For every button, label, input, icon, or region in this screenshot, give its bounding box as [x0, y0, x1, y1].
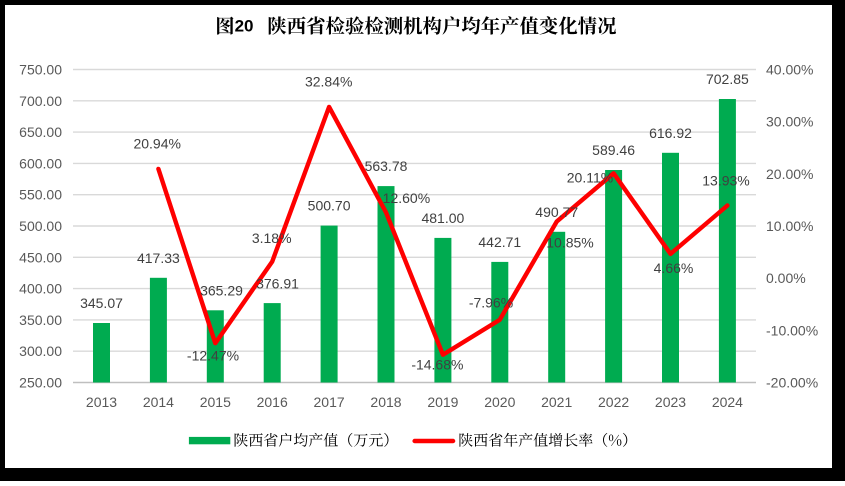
svg-text:300.00: 300.00 [19, 343, 62, 359]
svg-text:12.60%: 12.60% [383, 190, 430, 206]
svg-text:0.00%: 0.00% [766, 270, 806, 286]
svg-text:3.18%: 3.18% [252, 230, 292, 246]
svg-text:32.84%: 32.84% [305, 73, 352, 89]
svg-text:616.92: 616.92 [649, 125, 692, 141]
svg-text:481.00: 481.00 [421, 210, 464, 226]
svg-text:30.00%: 30.00% [766, 114, 813, 130]
svg-text:13.93%: 13.93% [702, 173, 749, 189]
svg-text:-10.00%: -10.00% [766, 322, 818, 338]
svg-text:20.94%: 20.94% [133, 136, 180, 152]
svg-text:-20.00%: -20.00% [766, 375, 818, 391]
svg-text:600.00: 600.00 [19, 155, 62, 171]
svg-text:2014: 2014 [143, 394, 174, 410]
svg-text:500.70: 500.70 [308, 198, 351, 214]
svg-text:40.00%: 40.00% [766, 62, 813, 78]
svg-text:2023: 2023 [655, 394, 686, 410]
svg-text:2016: 2016 [257, 394, 288, 410]
svg-text:490.77: 490.77 [535, 204, 578, 220]
svg-text:550.00: 550.00 [19, 187, 62, 203]
svg-text:345.07: 345.07 [80, 295, 123, 311]
svg-text:20: 20 [235, 16, 254, 35]
svg-text:2020: 2020 [484, 394, 515, 410]
svg-text:442.71: 442.71 [478, 234, 521, 250]
svg-text:10.00%: 10.00% [766, 218, 813, 234]
svg-text:650.00: 650.00 [19, 124, 62, 140]
svg-text:-12.47%: -12.47% [187, 348, 239, 364]
svg-text:2015: 2015 [200, 394, 231, 410]
svg-text:500.00: 500.00 [19, 218, 62, 234]
svg-text:2017: 2017 [314, 394, 345, 410]
svg-text:4.66%: 4.66% [654, 260, 694, 276]
svg-text:2018: 2018 [370, 394, 401, 410]
svg-text:702.85: 702.85 [706, 71, 749, 87]
svg-text:-7.96%: -7.96% [469, 295, 513, 311]
svg-text:400.00: 400.00 [19, 281, 62, 297]
svg-text:2021: 2021 [541, 394, 572, 410]
svg-text:250.00: 250.00 [19, 375, 62, 391]
svg-text:20.11%: 20.11% [567, 170, 613, 186]
svg-text:350.00: 350.00 [19, 312, 62, 328]
svg-text:2013: 2013 [86, 394, 117, 410]
svg-text:365.29: 365.29 [200, 282, 243, 298]
svg-text:750.00: 750.00 [19, 62, 62, 78]
svg-text:2022: 2022 [598, 394, 629, 410]
svg-text:20.00%: 20.00% [766, 166, 813, 182]
svg-text:417.33: 417.33 [137, 250, 180, 266]
svg-text:700.00: 700.00 [19, 93, 62, 109]
svg-text:450.00: 450.00 [19, 249, 62, 265]
svg-text:2019: 2019 [427, 394, 458, 410]
svg-text:589.46: 589.46 [592, 142, 635, 158]
svg-text:-14.68%: -14.68% [411, 356, 463, 372]
svg-text:10.85%: 10.85% [546, 234, 593, 250]
svg-text:376.91: 376.91 [256, 276, 299, 292]
svg-text:563.78: 563.78 [365, 158, 408, 174]
svg-text:2024: 2024 [712, 394, 743, 410]
